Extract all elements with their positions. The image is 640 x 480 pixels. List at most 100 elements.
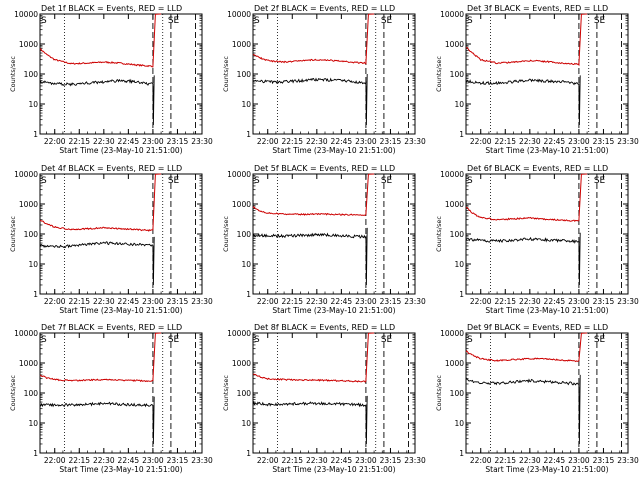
y-axis-label: Counts/sec bbox=[9, 375, 17, 411]
y-tick-label: 10000 bbox=[14, 10, 38, 19]
start-marker-label: S bbox=[254, 335, 260, 345]
y-tick-label: 100 bbox=[450, 230, 465, 239]
x-tick-label: 23:00 bbox=[568, 456, 590, 465]
lld-series-line bbox=[465, 173, 588, 222]
start-marker-label: S bbox=[254, 16, 260, 26]
y-tick-label: 1 bbox=[33, 290, 38, 299]
x-tick-label: 22:00 bbox=[470, 456, 492, 465]
x-tick-label: 22:15 bbox=[68, 456, 90, 465]
y-tick-label: 1000 bbox=[19, 40, 38, 49]
detector-panel-1: Det 1f BLACK = Events, RED = LLD 1 10 100 10… bbox=[9, 4, 213, 155]
x-tick-label: 22:30 bbox=[519, 456, 541, 465]
y-tick-label: 1000 bbox=[445, 40, 464, 49]
x-tick-label: 22:30 bbox=[306, 456, 328, 465]
x-tick-label: 23:00 bbox=[355, 456, 377, 465]
detector-panel-2: Det 2f BLACK = Events, RED = LLD 1 10 100 10… bbox=[222, 4, 426, 155]
y-tick-label: 1 bbox=[459, 290, 464, 299]
x-tick-label: 22:45 bbox=[331, 297, 353, 306]
x-tick-label: 22:30 bbox=[519, 297, 541, 306]
x-axis-label: Start Time (23-May-10 21:51:00) bbox=[272, 146, 395, 155]
x-tick-label: 22:15 bbox=[68, 297, 90, 306]
end-marker-label: SE bbox=[381, 16, 393, 26]
x-tick-label: 23:15 bbox=[593, 297, 615, 306]
y-tick-label: 100 bbox=[237, 70, 252, 79]
events-series-line bbox=[252, 227, 368, 286]
y-axis-label: Counts/sec bbox=[435, 56, 443, 92]
events-series-line bbox=[39, 75, 155, 126]
lld-series-line bbox=[465, 332, 588, 363]
events-series-line bbox=[252, 395, 368, 445]
y-tick-label: 10000 bbox=[227, 10, 251, 19]
x-tick-label: 22:00 bbox=[257, 456, 279, 465]
y-tick-label: 1 bbox=[459, 130, 464, 139]
x-tick-label: 23:15 bbox=[380, 297, 402, 306]
lld-series-line bbox=[252, 173, 375, 216]
panel-title: Det 6f BLACK = Events, RED = LLD bbox=[467, 164, 608, 173]
y-tick-label: 10000 bbox=[440, 329, 464, 338]
panel-title: Det 8f BLACK = Events, RED = LLD bbox=[254, 323, 395, 332]
y-tick-label: 1000 bbox=[19, 359, 38, 368]
events-series-line bbox=[39, 396, 155, 445]
x-tick-label: 23:30 bbox=[404, 297, 426, 306]
lld-series-line bbox=[39, 332, 162, 383]
panel-title: Det 5f BLACK = Events, RED = LLD bbox=[254, 164, 395, 173]
start-marker-label: S bbox=[467, 16, 473, 26]
x-tick-label: 22:15 bbox=[494, 456, 516, 465]
y-tick-label: 100 bbox=[237, 230, 252, 239]
detector-panel-3: Det 3f BLACK = Events, RED = LLD 1 10 100 10… bbox=[435, 4, 639, 155]
x-tick-label: 23:30 bbox=[191, 297, 213, 306]
start-marker-label: S bbox=[41, 176, 47, 186]
x-tick-label: 23:15 bbox=[593, 456, 615, 465]
x-tick-label: 22:15 bbox=[281, 137, 303, 146]
panel-title: Det 2f BLACK = Events, RED = LLD bbox=[254, 4, 395, 13]
x-tick-label: 23:30 bbox=[617, 456, 639, 465]
x-axis-label: Start Time (23-May-10 21:51:00) bbox=[59, 306, 182, 315]
panel-title: Det 4f BLACK = Events, RED = LLD bbox=[41, 164, 182, 173]
x-tick-label: 23:00 bbox=[142, 456, 164, 465]
detector-panel-4: Det 4f BLACK = Events, RED = LLD 1 10 100 10… bbox=[9, 164, 213, 315]
lld-series-line bbox=[465, 13, 588, 67]
x-tick-label: 23:15 bbox=[380, 456, 402, 465]
x-axis-label: Start Time (23-May-10 21:51:00) bbox=[485, 465, 608, 474]
y-tick-label: 10000 bbox=[227, 170, 251, 179]
detector-panel-5: Det 5f BLACK = Events, RED = LLD 1 10 100 10… bbox=[222, 164, 426, 315]
y-tick-label: 1 bbox=[246, 449, 251, 458]
x-tick-label: 22:30 bbox=[93, 456, 115, 465]
x-tick-label: 22:00 bbox=[470, 297, 492, 306]
detector-panel-9: Det 9f BLACK = Events, RED = LLD 1 10 100 10… bbox=[435, 323, 639, 474]
x-tick-label: 22:15 bbox=[68, 137, 90, 146]
x-tick-label: 23:15 bbox=[167, 137, 189, 146]
x-tick-label: 23:30 bbox=[617, 297, 639, 306]
end-marker-label: SE bbox=[381, 176, 393, 186]
x-tick-label: 23:00 bbox=[568, 137, 590, 146]
y-tick-label: 10000 bbox=[14, 170, 38, 179]
y-tick-label: 1000 bbox=[19, 200, 38, 209]
panel-title: Det 3f BLACK = Events, RED = LLD bbox=[467, 4, 608, 13]
start-marker-label: S bbox=[467, 176, 473, 186]
end-marker-label: SE bbox=[168, 16, 180, 26]
x-tick-label: 22:45 bbox=[331, 137, 353, 146]
y-tick-label: 10000 bbox=[440, 10, 464, 19]
x-tick-label: 22:30 bbox=[306, 297, 328, 306]
y-tick-label: 10000 bbox=[14, 329, 38, 338]
end-marker-label: SE bbox=[168, 335, 180, 345]
x-tick-label: 23:30 bbox=[404, 137, 426, 146]
events-series-line bbox=[465, 75, 581, 126]
events-series-line bbox=[465, 232, 581, 286]
x-tick-label: 22:15 bbox=[281, 297, 303, 306]
y-tick-label: 1000 bbox=[232, 40, 251, 49]
detector-panel-6: Det 6f BLACK = Events, RED = LLD 1 10 100 10… bbox=[435, 164, 639, 315]
y-tick-label: 10000 bbox=[227, 329, 251, 338]
x-tick-label: 22:45 bbox=[544, 456, 566, 465]
y-tick-label: 10 bbox=[454, 100, 464, 109]
x-tick-label: 23:15 bbox=[380, 137, 402, 146]
events-series-line bbox=[39, 236, 155, 286]
x-tick-label: 23:00 bbox=[568, 297, 590, 306]
y-tick-label: 1 bbox=[33, 130, 38, 139]
y-tick-label: 10 bbox=[28, 100, 38, 109]
x-tick-label: 22:30 bbox=[519, 137, 541, 146]
y-tick-label: 100 bbox=[237, 389, 252, 398]
x-tick-label: 23:30 bbox=[191, 137, 213, 146]
y-tick-label: 10 bbox=[454, 419, 464, 428]
x-tick-label: 22:15 bbox=[281, 456, 303, 465]
